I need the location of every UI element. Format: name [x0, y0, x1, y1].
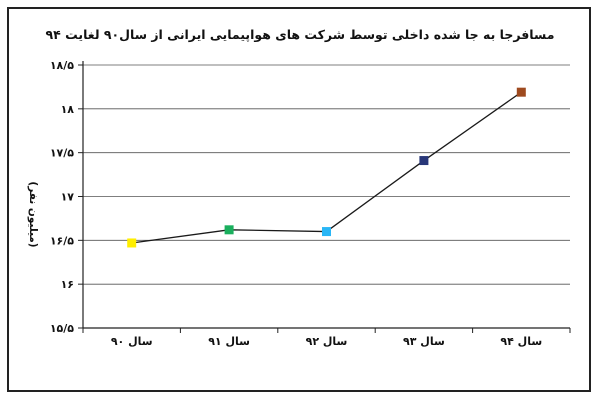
y-axis-label: (میلیون نفر): [27, 181, 39, 247]
y-tick-label: ۱۶/۵: [50, 234, 74, 247]
x-tick-label: سال ۹۳: [403, 335, 445, 348]
x-tick-label: سال ۹۰: [111, 335, 153, 348]
x-axis-ticks: سال ۹۰ سال ۹۱ سال ۹۲ سال ۹۳ سال ۹۴: [82, 328, 571, 348]
y-tick-label: ۱۸/۵: [50, 59, 74, 72]
y-tick-label: ۱۵/۵: [50, 322, 74, 335]
x-tick-label: سال ۹۲: [306, 335, 348, 348]
series-markers: [127, 87, 526, 248]
gridlines: [83, 64, 570, 285]
y-tick-label: ۱۷: [61, 191, 75, 204]
y-tick-label: ۱۶: [61, 278, 74, 291]
x-tick-label: سال ۹۱: [208, 335, 250, 348]
series-line: [131, 91, 522, 244]
data-point-marker: [516, 87, 526, 97]
y-tick-label: ۱۷/۵: [50, 147, 74, 160]
data-point-marker: [127, 238, 137, 248]
y-tick-label: ۱۸: [61, 103, 75, 116]
data-point-marker: [322, 227, 331, 237]
chart-title: مسافرجا به جا شده داخلی توسط شرکت های هو…: [45, 27, 555, 42]
y-axis-ticks: ۱۵/۵ ۱۶ ۱۶/۵ ۱۷ ۱۷/۵ ۱۸ ۱۸/۵: [50, 59, 83, 335]
data-point-marker: [224, 225, 234, 235]
data-point-marker: [419, 156, 429, 166]
x-tick-label: سال ۹۴: [500, 335, 542, 348]
series-lines: [131, 91, 522, 244]
axes: [82, 61, 570, 329]
